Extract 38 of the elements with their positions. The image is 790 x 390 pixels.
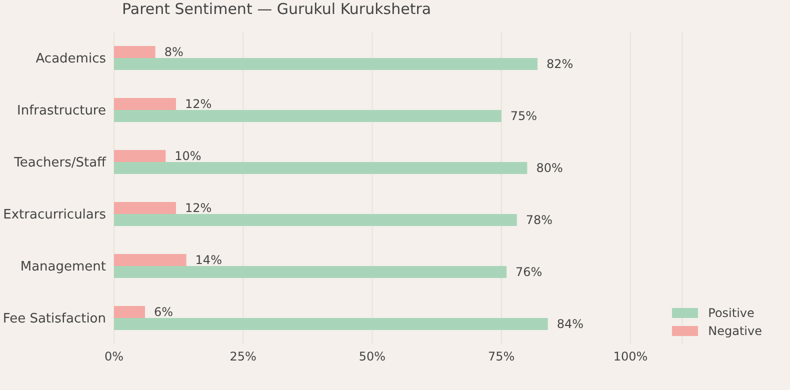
data-label: 12% (184, 201, 212, 216)
bar (114, 46, 156, 58)
bar (114, 110, 502, 122)
x-tick-label: 75% (488, 350, 515, 364)
bar (114, 58, 538, 70)
x-tick-label: 100% (613, 350, 648, 364)
y-tick-label: Management (20, 260, 106, 275)
data-label: 84% (556, 317, 584, 332)
bar (114, 162, 528, 174)
data-label: 6% (154, 305, 174, 320)
data-label: 12% (184, 97, 212, 112)
x-tick-label: 25% (230, 350, 256, 364)
y-tick-label: Academics (36, 52, 106, 67)
bar (114, 318, 548, 330)
chart-title: Parent Sentiment — Gurukul Kurukshetra (122, 0, 432, 18)
legend-label: Positive (707, 306, 756, 320)
y-tick-label: Extracurriculars (3, 208, 106, 223)
data-label: 76% (516, 265, 542, 280)
data-label: 10% (174, 149, 202, 164)
data-label: 8% (164, 45, 184, 60)
data-label: 75% (510, 109, 538, 124)
data-label: 82% (546, 57, 574, 72)
bar (114, 306, 145, 318)
y-tick-label: Fee Satisfaction (2, 312, 106, 327)
bar (114, 202, 176, 214)
bar (114, 98, 176, 110)
x-tick-label: 50% (358, 350, 386, 364)
bar (114, 266, 507, 278)
bar (114, 254, 186, 266)
data-label: 80% (536, 161, 563, 176)
bar (114, 214, 517, 226)
x-tick-label: 0% (104, 350, 124, 364)
legend-label: Negative (707, 324, 762, 338)
y-tick-label: Infrastructure (17, 104, 106, 119)
bar (114, 150, 166, 162)
y-tick-label: Teachers/Staff (13, 156, 108, 171)
data-label: 14% (195, 253, 222, 268)
data-label: 78% (526, 213, 553, 228)
